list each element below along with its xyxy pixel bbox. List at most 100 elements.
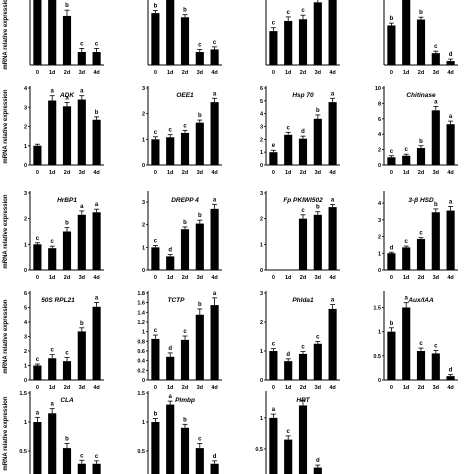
y-tick-label: 0	[260, 268, 263, 274]
x-tick-label: 3d	[197, 275, 203, 281]
x-tick-label: 0	[36, 275, 39, 281]
bar	[210, 305, 219, 380]
significance-letter: a	[213, 291, 217, 297]
x-tick-label: 2d	[418, 385, 424, 391]
chart-title: 3-β HSD	[408, 197, 434, 204]
y-tick-label: 0	[378, 378, 381, 384]
bar	[298, 19, 308, 66]
significance-letter: c	[51, 239, 55, 245]
y-tick-label: 2	[378, 235, 381, 241]
bar	[62, 231, 72, 270]
significance-letter: a	[331, 91, 335, 97]
significance-letter: c	[390, 149, 394, 155]
bar	[77, 52, 86, 65]
y-tick-label: 0	[260, 378, 263, 384]
x-tick-label: 2d	[300, 275, 306, 281]
significance-letter: a	[95, 202, 99, 208]
y-tick-label: 0.6	[137, 349, 145, 355]
bar	[431, 212, 440, 270]
y-tick-label: 6	[24, 291, 27, 297]
chart-title: ADK	[59, 92, 75, 99]
chart-panel: 0 1 2 3 4 5 6 50S RPL21 c 0 c 1d c 2d b 3d a 4d	[24, 291, 104, 391]
y-tick-label: 4	[24, 320, 28, 326]
x-tick-label: 4d	[329, 70, 335, 76]
x-tick-label: 2d	[64, 170, 70, 176]
y-tick-label: 0.5	[137, 449, 145, 455]
bar	[151, 338, 160, 380]
significance-letter: b	[316, 205, 320, 211]
x-tick-label: 0	[154, 70, 157, 76]
bar	[269, 152, 278, 165]
x-tick-label: 3d	[433, 170, 439, 176]
significance-letter: c	[419, 341, 423, 347]
significance-letter: b	[154, 412, 158, 418]
y-tick-label: 6	[378, 117, 381, 123]
significance-letter: e	[272, 143, 276, 149]
chart-panel: 0 1 2 3 4 3-β HSD d 0 c 1d c 2d b 3d a 4d	[378, 191, 458, 281]
significance-letter: c	[95, 454, 99, 460]
y-tick-label: 1	[142, 420, 145, 426]
bar	[92, 306, 101, 380]
y-tick-label: 1	[24, 242, 27, 248]
bar	[166, 137, 175, 165]
bar	[416, 351, 426, 380]
significance-letter: a	[36, 410, 40, 416]
significance-letter: c	[198, 42, 202, 48]
x-tick-label: 0	[390, 275, 393, 281]
significance-letter: b	[183, 8, 187, 14]
y-tick-label: 0	[260, 163, 263, 169]
y-tick-label: 4	[378, 201, 382, 207]
significance-letter: c	[434, 344, 438, 350]
chart-panel: 0 1 2 3 4 ADK 0 a 1d a 2d a 3d b 4d	[24, 86, 104, 176]
bar	[151, 247, 160, 270]
y-tick-label: 0	[378, 268, 381, 274]
x-tick-label: 1d	[49, 275, 55, 281]
x-tick-label: 3d	[79, 275, 85, 281]
y-tick-label: 0.5	[373, 354, 381, 360]
x-tick-label: 3d	[315, 275, 321, 281]
significance-letter: a	[51, 89, 55, 95]
x-tick-label: 4d	[93, 170, 99, 176]
bar	[180, 339, 190, 380]
y-tick-label: 10	[375, 86, 381, 92]
x-tick-label: 1d	[285, 385, 291, 391]
y-tick-label: 4	[378, 132, 382, 138]
bar	[151, 139, 160, 165]
significance-letter: a	[405, 296, 409, 302]
significance-letter: c	[183, 329, 187, 335]
x-tick-label: 4d	[211, 170, 217, 176]
significance-letter: a	[272, 407, 276, 413]
significance-letter: a	[449, 114, 453, 120]
x-tick-label: 0	[390, 385, 393, 391]
y-tick-label: 1.5	[137, 391, 145, 397]
significance-letter: a	[434, 99, 438, 105]
x-tick-label: 0	[154, 385, 157, 391]
y-tick-label: 1.4	[137, 310, 146, 316]
x-tick-label: 1d	[167, 385, 173, 391]
bar	[313, 118, 322, 165]
significance-letter: a	[65, 95, 69, 101]
significance-letter: b	[316, 108, 320, 114]
x-tick-label: 4d	[93, 275, 99, 281]
bar	[92, 119, 101, 165]
bar	[298, 138, 308, 165]
significance-letter: c	[405, 239, 409, 245]
significance-letter: c	[154, 130, 158, 136]
chart-title: OEE1	[176, 92, 194, 99]
chart-title: Fp PKIWI502	[283, 197, 323, 204]
y-tick-label: 0.5	[19, 449, 27, 455]
y-axis-label: mRNA relative expression	[3, 194, 9, 268]
chart-title: 50S RPL21	[41, 297, 75, 304]
x-tick-label: 0	[36, 170, 39, 176]
bar	[62, 106, 72, 165]
bar	[284, 439, 293, 474]
y-tick-label: 3	[260, 191, 263, 197]
y-tick-label: 4	[24, 86, 28, 92]
bar	[77, 99, 86, 165]
x-tick-label: 3d	[315, 70, 321, 76]
bar	[210, 463, 219, 474]
significance-letter: c	[154, 239, 158, 245]
x-tick-label: 1d	[285, 275, 291, 281]
significance-letter: c	[287, 10, 291, 16]
significance-letter: a	[51, 402, 55, 408]
